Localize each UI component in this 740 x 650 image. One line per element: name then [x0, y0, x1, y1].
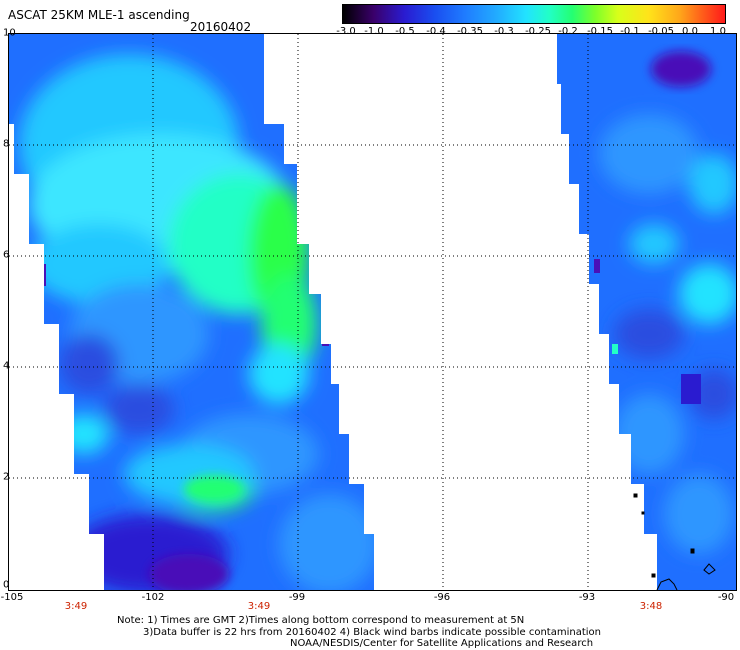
note-line-1: Note: 1) Times are GMT 2)Times along bot… — [117, 615, 525, 626]
map-date: 20160402 — [190, 20, 252, 34]
colorbar-tick: -0.15 — [587, 26, 613, 37]
coastline — [633, 493, 716, 590]
x-axis-label: -96 — [433, 592, 451, 603]
anomaly-pixel — [612, 344, 618, 354]
swath-right — [557, 34, 736, 590]
colorbar-tick: -0.35 — [457, 26, 483, 37]
colorbar-tick: -0.2 — [558, 26, 578, 37]
time-label: 3:49 — [64, 601, 88, 612]
colorbar-tick: -0.25 — [525, 26, 551, 37]
map-canvas — [9, 34, 736, 590]
x-axis-label: -105 — [0, 592, 24, 603]
anomaly-pixel — [594, 259, 600, 273]
y-axis-label: 8 — [3, 138, 10, 150]
time-label: 3:49 — [247, 601, 271, 612]
map-title: ASCAT 25KM MLE-1 ascending — [8, 8, 190, 22]
y-axis-label: 10 — [3, 27, 16, 39]
colorbar-tick: -0.3 — [494, 26, 514, 37]
time-label: 3:48 — [639, 601, 663, 612]
colorbar — [342, 4, 726, 24]
y-axis-label: 2 — [3, 471, 10, 483]
note-line-2: 3)Data buffer is 22 hrs from 20160402 4)… — [143, 627, 601, 638]
colorbar-tick: -0.05 — [648, 26, 674, 37]
colorbar-tick: -0.1 — [620, 26, 640, 37]
swath-left — [9, 34, 374, 590]
colorbar-tick: 0.0 — [682, 26, 698, 37]
colorbar-tick: -0.4 — [426, 26, 446, 37]
x-axis-label: -93 — [578, 592, 596, 603]
colorbar-tick: -0.5 — [395, 26, 415, 37]
colorbar-tick: -3.0 — [336, 26, 356, 37]
map-plot-area — [8, 33, 737, 591]
grid-lines — [9, 34, 736, 590]
y-axis-label: 4 — [3, 360, 10, 372]
x-axis-label: -99 — [288, 592, 306, 603]
y-axis-label: 6 — [3, 249, 10, 261]
x-axis-label: -102 — [141, 592, 165, 603]
colorbar-tick: -1.0 — [364, 26, 384, 37]
anomaly-pixel — [322, 334, 329, 346]
anomaly-pixel — [681, 374, 701, 404]
x-axis-label: -90 — [717, 592, 735, 603]
colorbar-tick: 1.0 — [710, 26, 726, 37]
anomaly-pixel — [39, 264, 46, 286]
y-axis-label: 0 — [3, 579, 10, 591]
note-line-3: NOAA/NESDIS/Center for Satellite Applica… — [290, 638, 594, 649]
